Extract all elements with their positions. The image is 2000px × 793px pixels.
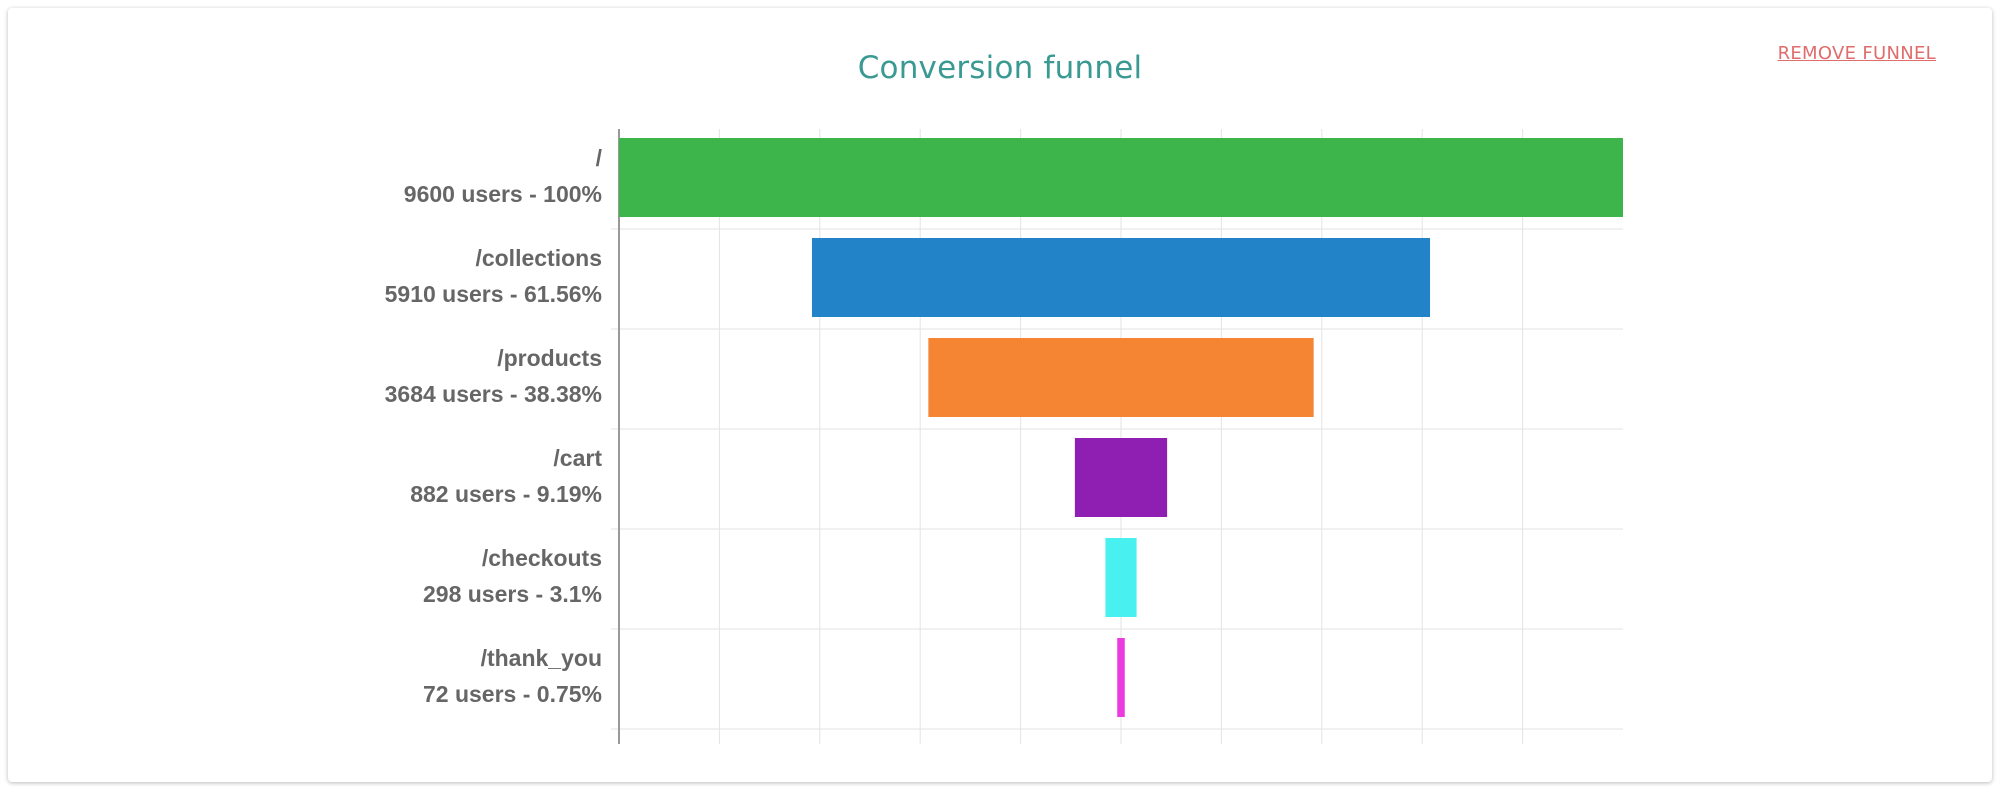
chart-title: Conversion funnel — [857, 50, 1143, 86]
funnel-bar — [1074, 438, 1168, 517]
funnel-bar — [619, 138, 1623, 217]
step-stats-label: 3684 users - 38.38% — [385, 381, 602, 407]
grid — [611, 129, 1623, 744]
funnel-bar — [1117, 638, 1125, 717]
funnel-bar — [1105, 538, 1137, 617]
step-stats-label: 5910 users - 61.56% — [385, 281, 602, 307]
step-label: /products — [497, 345, 602, 371]
remove-funnel-link[interactable]: REMOVE FUNNEL — [1777, 43, 1936, 64]
step-label: / — [596, 145, 603, 171]
funnel-bar — [811, 238, 1431, 317]
funnel-bar — [928, 338, 1314, 417]
funnel-bars — [619, 138, 1623, 717]
funnel-labels: / 9600 users - 100% /collections 5910 users… — [385, 145, 603, 707]
step-stats-label: 882 users - 9.19% — [410, 481, 602, 507]
step-stats-label: 298 users - 3.1% — [423, 581, 602, 607]
step-label: /cart — [553, 445, 602, 471]
step-label: /thank_you — [481, 645, 602, 671]
step-stats-label: 72 users - 0.75% — [423, 681, 602, 707]
step-label: /collections — [475, 245, 602, 271]
step-stats-label: 9600 users - 100% — [404, 181, 602, 207]
step-label: /checkouts — [482, 545, 602, 571]
